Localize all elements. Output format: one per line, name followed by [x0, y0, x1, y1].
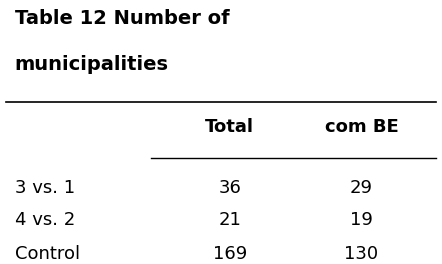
Text: Table 12 Number of: Table 12 Number of [15, 9, 229, 28]
Text: 4 vs. 2: 4 vs. 2 [15, 211, 75, 229]
Text: com BE: com BE [325, 118, 398, 136]
Text: 21: 21 [218, 211, 241, 229]
Text: municipalities: municipalities [15, 55, 168, 74]
Text: 36: 36 [218, 179, 241, 197]
Text: 169: 169 [213, 245, 247, 263]
Text: 3 vs. 1: 3 vs. 1 [15, 179, 75, 197]
Text: Total: Total [205, 118, 254, 136]
Text: 29: 29 [350, 179, 373, 197]
Text: 19: 19 [350, 211, 373, 229]
Text: Control: Control [15, 245, 80, 263]
Text: 130: 130 [344, 245, 379, 263]
